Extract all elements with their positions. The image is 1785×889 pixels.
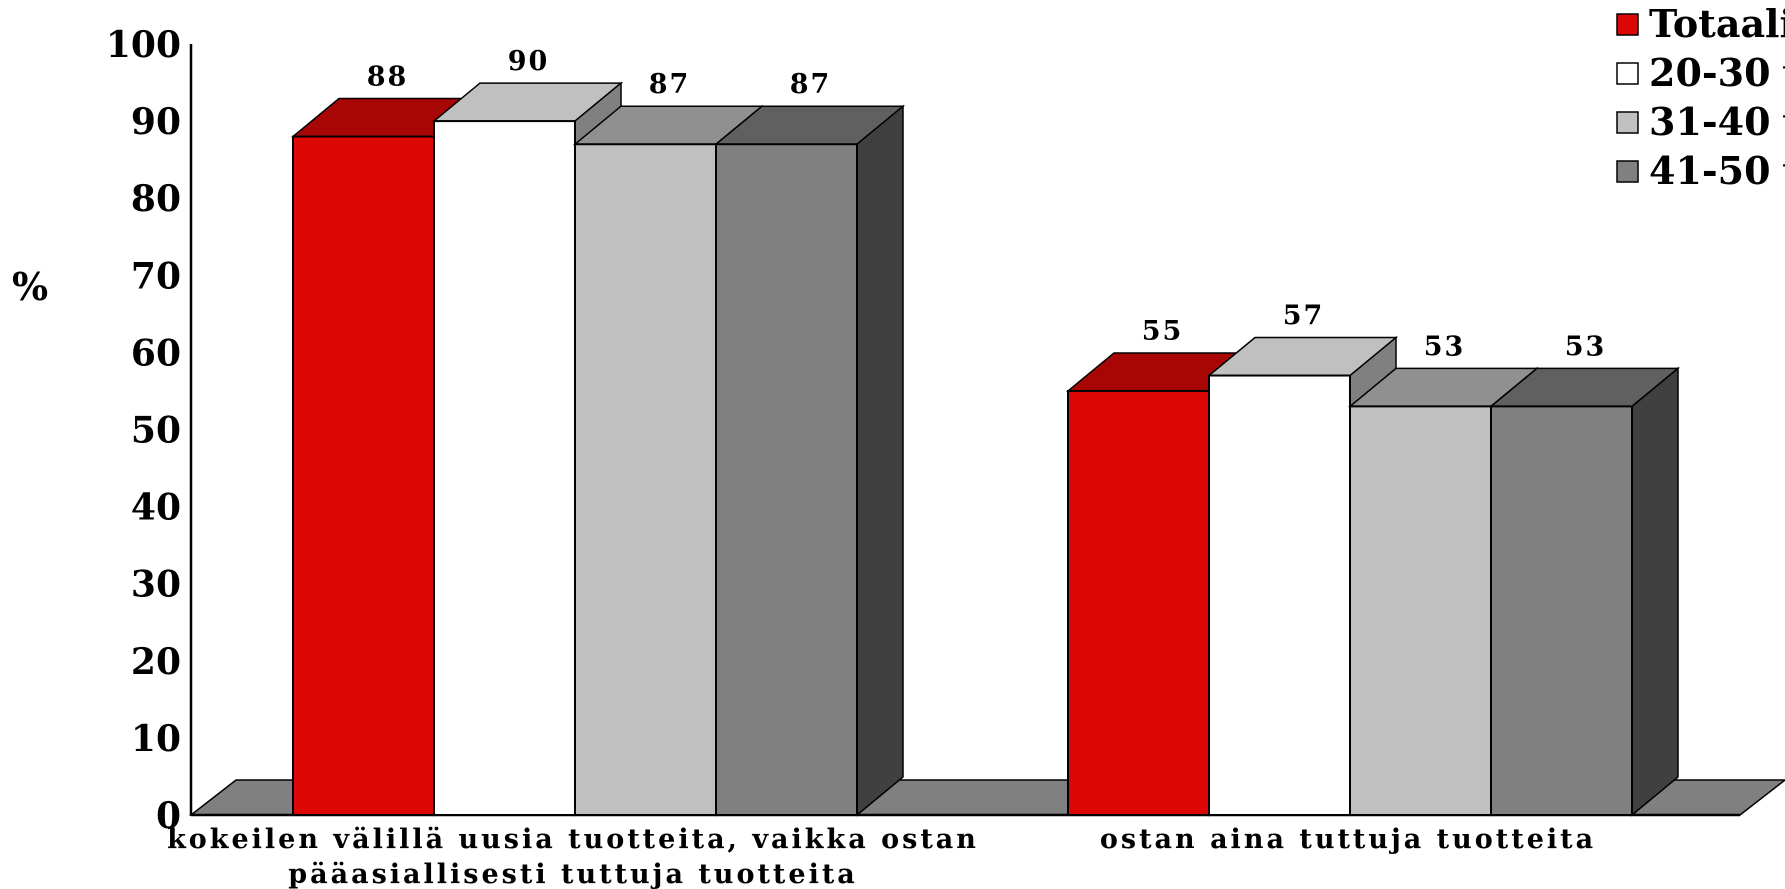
y-tick-label: 80 [131,178,181,220]
legend-item: 41-50 v [1616,148,1785,193]
bar [1488,366,1681,817]
category-label: ostan aina tuttuja tuotteita [1100,824,1596,855]
bar-front [1208,374,1351,816]
legend-item: 20-30 v [1616,50,1785,95]
category-label: kokeilen välillä uusia tuotteita, vaikka… [167,824,979,855]
category-labels: kokeilen välillä uusia tuotteita, vaikka… [167,824,1596,889]
bar-front [1490,405,1633,816]
legend-swatch [1616,13,1639,36]
y-tick-label: 0 [156,795,181,837]
data-label: 57 [1283,301,1325,332]
data-labels: 88 90 87 87 55 57 53 53 [367,46,1607,362]
bar-front [574,143,717,817]
data-label: 55 [1142,316,1184,347]
bar-side [1631,366,1679,817]
legend-swatch [1616,62,1639,85]
legend-label: Totaali [1649,1,1785,46]
legend-item: 31-40 v [1616,99,1785,144]
y-tick-label: 30 [131,564,181,606]
bar-front [1349,405,1492,816]
y-tick-label: 10 [131,718,181,760]
y-tick-label: 50 [131,410,181,452]
bar-front [433,120,576,817]
data-label: 53 [1424,331,1466,362]
legend-item: Totaali [1616,1,1785,46]
y-tick-label: 20 [131,641,181,683]
bar-front [1067,389,1210,816]
data-label: 87 [649,69,691,100]
y-tick-labels: 0 10 20 30 40 50 60 70 80 90 100 [106,24,181,837]
bars [290,81,1681,817]
bar [713,104,906,817]
y-tick-label: 70 [131,255,181,297]
legend-label: 41-50 v [1649,148,1785,193]
y-tick-label: 60 [131,332,181,374]
legend-label: 20-30 v [1649,50,1785,95]
category-label: pääasiallisesti tuttuja tuotteita [288,859,858,889]
legend-label: 31-40 v [1649,99,1785,144]
legend-swatch [1616,111,1639,134]
bar-side [856,104,904,817]
legend-swatch [1616,160,1639,183]
data-label: 53 [1565,331,1607,362]
y-tick-label: 100 [106,24,181,66]
data-label: 88 [367,62,409,93]
y-tick-label: 90 [131,101,181,143]
bar-front [292,135,435,816]
y-tick-label: 40 [131,487,181,529]
data-label: 87 [790,69,832,100]
y-axis-label: % [12,264,48,309]
bar-front [715,143,858,817]
data-label: 90 [508,46,550,77]
